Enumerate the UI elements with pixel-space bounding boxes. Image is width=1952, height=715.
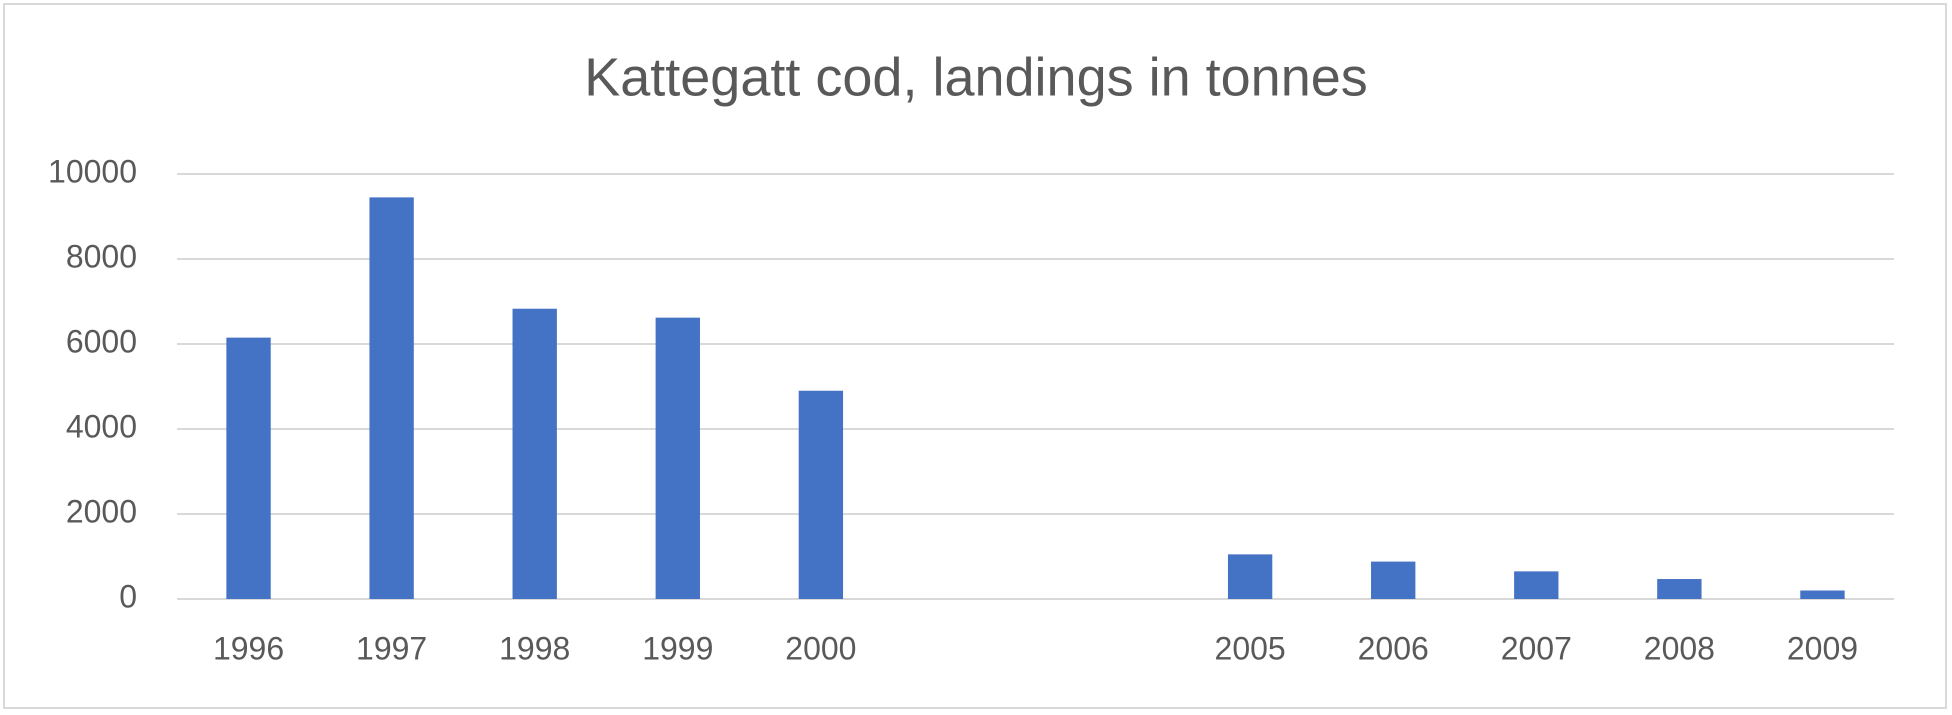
y-tick-label: 10000 <box>48 153 137 189</box>
y-tick-label: 0 <box>119 578 137 614</box>
bar <box>1514 571 1559 599</box>
y-tick-label: 2000 <box>66 493 137 529</box>
x-tick-label: 2007 <box>1501 630 1572 666</box>
x-tick-label: 2006 <box>1358 630 1429 666</box>
x-tick-label: 2000 <box>785 630 856 666</box>
y-tick-label: 4000 <box>66 408 137 444</box>
x-tick-label: 1998 <box>499 630 570 666</box>
chart-title: Kattegatt cod, landings in tonnes <box>584 47 1368 107</box>
x-tick-label: 2008 <box>1644 630 1715 666</box>
bar <box>1800 590 1845 599</box>
bar <box>369 197 414 599</box>
bar <box>655 317 700 599</box>
bar <box>1657 579 1702 599</box>
y-tick-label: 8000 <box>66 238 137 274</box>
chart-frame <box>3 3 1947 709</box>
x-tick-label: 2005 <box>1215 630 1286 666</box>
bar <box>1227 554 1273 599</box>
x-tick-label: 1999 <box>642 630 713 666</box>
x-tick-label: 1996 <box>213 630 284 666</box>
x-tick-label: 1997 <box>356 630 427 666</box>
bar <box>798 390 844 599</box>
bar <box>1371 561 1416 599</box>
bar <box>512 308 557 599</box>
y-tick-label: 6000 <box>66 323 137 359</box>
x-tick-label: 2009 <box>1787 630 1858 666</box>
bar <box>226 337 271 599</box>
